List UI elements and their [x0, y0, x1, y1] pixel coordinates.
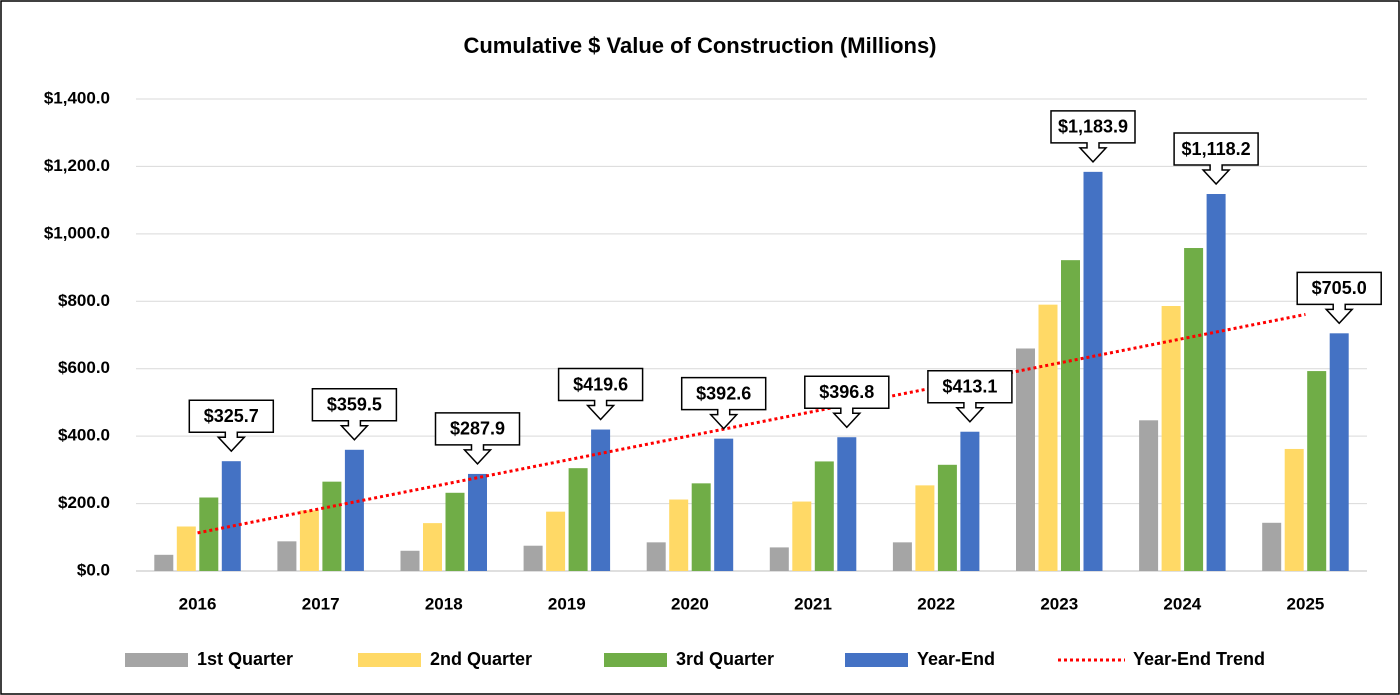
bar	[468, 473, 487, 571]
data-label: $359.5	[327, 395, 382, 415]
bar	[892, 542, 912, 571]
y-tick-label: $0.0	[77, 560, 110, 579]
bar	[546, 511, 566, 571]
trend-line	[197, 312, 1306, 535]
bar	[423, 523, 442, 571]
callout	[1296, 271, 1382, 325]
legend-label: 1st Quarter	[197, 649, 293, 669]
data-label: $325.7	[204, 406, 259, 426]
legend-swatch	[125, 653, 188, 667]
bar	[837, 437, 857, 571]
legend-swatch	[845, 653, 908, 667]
bar	[960, 431, 980, 571]
legend-label: 3rd Quarter	[676, 649, 774, 669]
bar	[1161, 306, 1181, 571]
bar	[176, 526, 196, 571]
bar	[1139, 420, 1159, 571]
bar	[1307, 371, 1327, 571]
legend-swatch	[604, 653, 667, 667]
bar	[915, 485, 935, 571]
data-label: $396.8	[819, 382, 874, 402]
callout	[311, 388, 398, 441]
x-tick-label: 2019	[548, 594, 586, 613]
bar	[646, 542, 666, 571]
data-label: $1,183.9	[1058, 117, 1128, 137]
x-tick-label: 2024	[1163, 594, 1201, 613]
callout	[1173, 132, 1259, 186]
bar	[691, 483, 711, 571]
bar	[344, 449, 364, 571]
y-tick-label: $800.0	[58, 291, 110, 310]
bar	[792, 501, 812, 571]
bar	[154, 554, 174, 571]
bar	[714, 438, 734, 571]
x-tick-label: 2016	[179, 594, 217, 613]
bar	[1184, 248, 1204, 571]
chart-title: Cumulative $ Value of Construction (Mill…	[463, 33, 936, 58]
bar	[299, 510, 319, 571]
y-tick-label: $600.0	[58, 358, 110, 377]
x-tick-label: 2017	[302, 594, 340, 613]
bar	[769, 547, 789, 571]
data-label: $287.9	[450, 419, 505, 439]
bar	[591, 429, 611, 571]
bar	[1061, 260, 1080, 571]
x-tick-label: 2018	[425, 594, 463, 613]
data-label: $419.6	[573, 374, 628, 394]
bar	[1284, 448, 1304, 571]
bar	[221, 461, 241, 571]
legend-label: 2nd Quarter	[430, 649, 532, 669]
callout	[804, 375, 890, 429]
legend-label: Year-End Trend	[1133, 649, 1265, 669]
bar	[445, 492, 465, 571]
x-tick-label: 2023	[1040, 594, 1078, 613]
bar	[277, 541, 297, 571]
y-tick-label: $1,200.0	[44, 156, 110, 175]
bar	[937, 464, 957, 571]
data-label: $392.6	[696, 383, 751, 403]
bar	[400, 550, 420, 571]
callout	[557, 367, 644, 421]
bar	[1206, 194, 1226, 572]
x-tick-label: 2025	[1287, 594, 1325, 613]
bar	[814, 461, 834, 571]
data-label: $413.1	[942, 376, 997, 396]
bar	[199, 497, 219, 571]
y-tick-label: $1,400.0	[44, 88, 110, 107]
bar	[568, 468, 588, 571]
callout	[680, 376, 767, 430]
x-tick-label: 2021	[794, 594, 832, 613]
y-tick-label: $400.0	[58, 426, 110, 445]
y-tick-label: $200.0	[58, 493, 110, 512]
bar	[1038, 304, 1058, 571]
callout	[434, 412, 521, 466]
bar	[1083, 171, 1103, 571]
callout	[188, 399, 275, 453]
bar	[1262, 522, 1282, 571]
bar	[1329, 333, 1349, 571]
x-tick-label: 2020	[671, 594, 709, 613]
x-tick-label: 2022	[917, 594, 955, 613]
bar	[523, 545, 543, 571]
legend-label: Year-End	[917, 649, 995, 669]
callout	[927, 369, 1013, 423]
bar	[1016, 348, 1035, 571]
y-tick-label: $1,000.0	[44, 223, 110, 242]
data-label: $1,118.2	[1182, 139, 1251, 159]
data-label: $705.0	[1312, 278, 1367, 298]
bar	[669, 499, 689, 571]
bar	[322, 481, 342, 571]
legend-swatch	[358, 653, 421, 667]
callout	[1050, 110, 1136, 163]
